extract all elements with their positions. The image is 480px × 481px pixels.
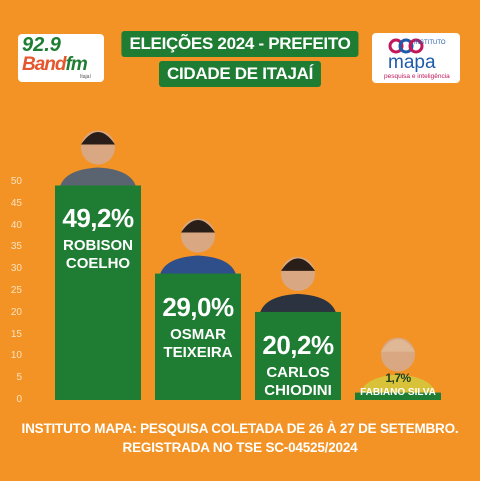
chart-subtitle: CIDADE DE ITAJAÍ xyxy=(158,61,322,87)
y-tick-label: 30 xyxy=(10,263,22,275)
y-tick-label: 0 xyxy=(16,394,22,405)
x-tick-label: CARLOS CHIODINI xyxy=(264,363,332,399)
y-tick-label: 50 xyxy=(10,176,22,187)
mapa-tagline: pesquisa e inteligência xyxy=(384,73,450,80)
band-name: Bandfm xyxy=(22,54,88,76)
footnote: INSTITUTO MAPA: PESQUISA COLETADA DE 26 … xyxy=(21,421,459,436)
y-tick-label: 5 xyxy=(16,372,22,384)
bar xyxy=(55,185,141,400)
y-tick-label: 45 xyxy=(10,197,22,209)
candidate-photo xyxy=(381,339,415,352)
y-tick-label: 40 xyxy=(10,219,22,231)
footnote: REGISTRADA NO TSE SC-04525/2024 xyxy=(122,440,358,455)
value-label: 1,7% xyxy=(385,370,411,385)
bar xyxy=(255,311,341,400)
candidate-photo xyxy=(181,220,215,233)
x-tick-label: FABIANO SILVA xyxy=(360,386,436,398)
mapa-logo-bg xyxy=(372,33,460,83)
value-label: 29,0% xyxy=(162,291,234,322)
mapa-icon xyxy=(388,38,404,54)
mapa-prefix: INSTITUTO xyxy=(414,40,446,46)
y-tick-label: 25 xyxy=(10,285,22,296)
y-tick-label: 15 xyxy=(10,328,22,340)
y-tick-label: 35 xyxy=(10,241,22,253)
mapa-icon xyxy=(398,38,414,54)
bar xyxy=(355,392,441,400)
y-tick-label: 20 xyxy=(10,306,22,318)
band-brand: Band xyxy=(22,54,66,75)
band-logo-bg xyxy=(18,34,104,82)
x-tick-label: OSMAR TEIXEIRA xyxy=(163,325,233,361)
y-tick-label: 10 xyxy=(10,350,22,362)
band-city: Itajaí xyxy=(80,74,91,80)
value-label: 49,2% xyxy=(62,203,134,234)
band-frequency: 92.9 xyxy=(22,34,61,56)
chart-title: ELEIÇÕES 2024 - PREFEITO xyxy=(121,31,359,57)
bar xyxy=(155,273,241,400)
band-suffix: fm xyxy=(65,54,88,75)
x-tick-label: ROBISON COELHO xyxy=(63,237,134,273)
value-label: 20,2% xyxy=(262,329,334,360)
mapa-icon xyxy=(408,38,424,54)
candidate-photo xyxy=(281,258,315,271)
candidate-photo xyxy=(81,131,115,145)
mapa-name: mapa xyxy=(388,52,436,73)
